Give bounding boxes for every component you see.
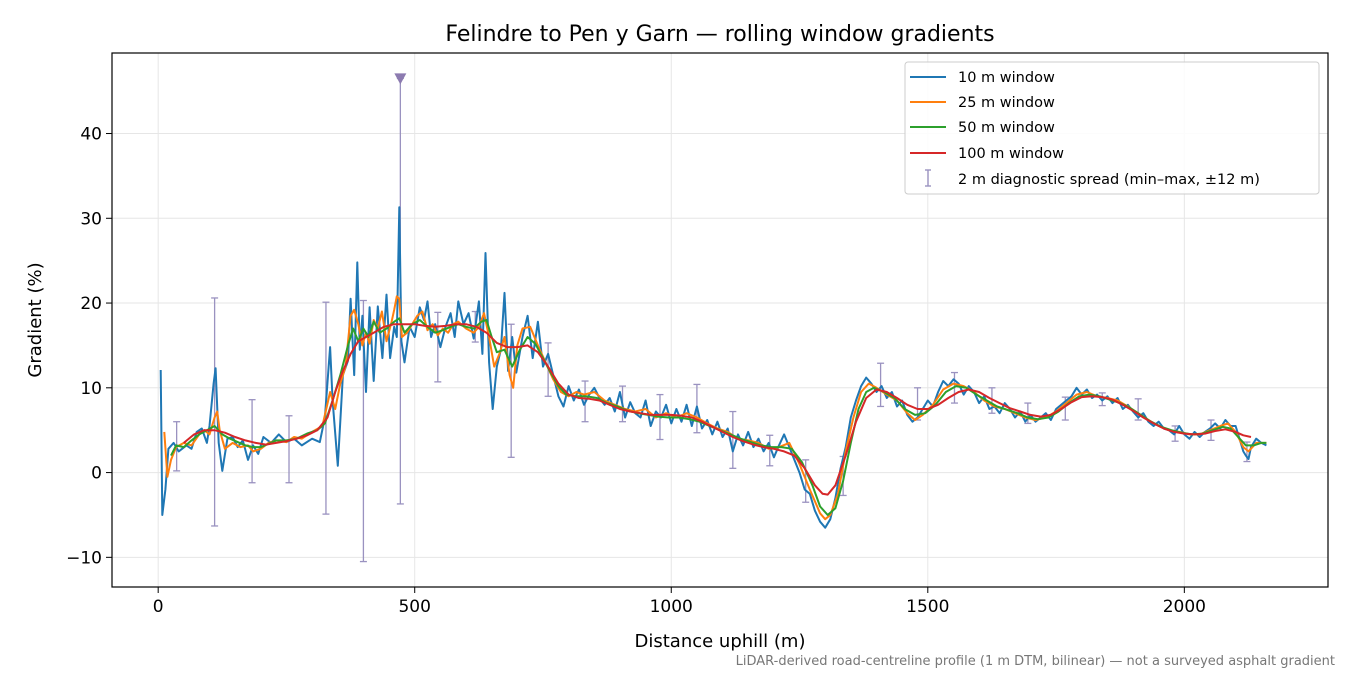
legend-label-10m: 10 m window (958, 70, 1055, 86)
x-tick-label: 1000 (650, 597, 693, 617)
spread-clipped-marker (394, 73, 407, 85)
y-tick-label: −10 (66, 548, 102, 568)
spread-bar (434, 311, 442, 383)
legend-label-100m: 100 m window (958, 146, 1064, 162)
y-axis-label: Gradient (%) (25, 262, 46, 377)
legend-box (904, 61, 1320, 195)
spread-bar (285, 415, 293, 484)
y-tick-label: 20 (80, 294, 102, 314)
footnote: LiDAR-derived road-centreline profile (1… (736, 654, 1335, 669)
x-axis-label: Distance uphill (m) (635, 631, 806, 652)
spread-bar (877, 362, 885, 408)
x-tick-label: 2000 (1163, 597, 1206, 617)
x-tick-label: 0 (153, 597, 164, 617)
legend-label-25m: 25 m window (958, 95, 1055, 111)
chart-title: Felindre to Pen y Garn — rolling window … (445, 22, 994, 47)
legend-label-50m: 50 m window (958, 120, 1055, 136)
legend-swatch-spread (925, 169, 931, 187)
axis-ticks: 0 500 1000 1500 2000 −10 0 10 20 30 40 (66, 125, 1206, 617)
series-line-100-m-window (183, 323, 1252, 496)
series-line-50-m-window (170, 317, 1267, 516)
legend: 10 m window 25 m window 50 m window 100 … (904, 61, 1320, 195)
x-tick-label: 1500 (906, 597, 949, 617)
spread-bar (729, 410, 737, 469)
y-tick-label: 30 (80, 209, 102, 229)
spread-bar (988, 387, 996, 414)
x-tick-label: 500 (398, 597, 430, 617)
y-tick-label: 10 (80, 379, 102, 399)
y-tick-label: 0 (91, 464, 102, 484)
spread-bar (211, 297, 219, 527)
plot-frame (111, 52, 1329, 588)
gridlines (112, 53, 1328, 587)
series-line-25-m-window (163, 295, 1267, 521)
y-tick-label: 40 (80, 125, 102, 145)
spread-bar (766, 434, 774, 467)
series-lines (159, 206, 1267, 529)
legend-label-spread: 2 m diagnostic spread (min–max, ±12 m) (958, 172, 1260, 188)
